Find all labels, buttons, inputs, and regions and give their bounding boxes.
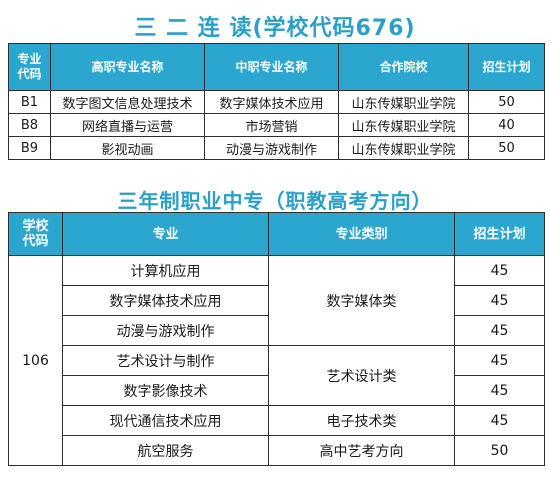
header-school-code: 学校 代码 <box>8 212 63 256</box>
header-enrollment-plan: 招生计划 <box>454 212 545 256</box>
table-header-row: 学校 代码 专业 专业类别 招生计划 <box>8 212 545 256</box>
table-row: 数字媒体技术应用 45 <box>9 285 545 316</box>
header-major: 专业 <box>62 212 269 256</box>
three-year-program-table: 学校 代码 专业 专业类别 招生计划 106 计算机应用 数字媒体类 45 数字… <box>8 212 545 466</box>
table-row: B9 影视动画 动漫与游戏制作 山东传媒职业学院 50 <box>8 136 545 160</box>
header-secondary-vocational-major: 中职专业名称 <box>204 43 339 91</box>
table-row: 艺术设计与制作 艺术设计类 45 <box>9 345 545 406</box>
major-code-cell: B9 <box>8 136 51 160</box>
major-cell: 计算机应用 <box>62 255 269 286</box>
table-header-row: 专业 代码 高职专业名称 中职专业名称 合作院校 招生计划 <box>8 43 545 91</box>
major-code-cell: B8 <box>8 113 51 137</box>
table-row: 航空服务 高中艺考方向 50 <box>9 435 545 466</box>
school-code-cell: 106 <box>8 255 63 466</box>
plan-cell: 45 <box>454 405 545 436</box>
partner-college-cell: 山东传媒职业学院 <box>338 113 469 137</box>
header-major-code: 专业 代码 <box>8 43 51 91</box>
category-cell: 高中艺考方向 <box>268 435 455 466</box>
category-cell: 数字媒体类 <box>268 255 455 346</box>
plan-cell: 40 <box>468 113 545 137</box>
secondary-major-cell: 数字媒体技术应用 <box>204 90 339 114</box>
plan-cell: 45 <box>454 255 545 286</box>
plan-cell: 50 <box>468 90 545 114</box>
partner-college-cell: 山东传媒职业学院 <box>338 136 469 160</box>
header-partner-college: 合作院校 <box>338 43 469 91</box>
header-higher-vocational-major: 高职专业名称 <box>50 43 205 91</box>
major-cell: 航空服务 <box>62 435 269 466</box>
higher-major-cell: 网络直播与运营 <box>50 113 205 137</box>
higher-major-cell: 影视动画 <box>50 136 205 160</box>
joint-program-table: 专业 代码 高职专业名称 中职专业名称 合作院校 招生计划 B1 数字图文信息处… <box>8 43 545 160</box>
header-enrollment-plan: 招生计划 <box>468 43 545 91</box>
plan-cell: 45 <box>454 315 545 346</box>
major-cell: 数字媒体技术应用 <box>62 285 269 316</box>
partner-college-cell: 山东传媒职业学院 <box>338 90 469 114</box>
major-cell: 艺术设计与制作 <box>62 345 269 376</box>
secondary-major-cell: 动漫与游戏制作 <box>204 136 339 160</box>
section1-title: 三 二 连 读(学校代码676) <box>134 16 416 41</box>
major-cell: 数字影像技术 <box>62 375 269 406</box>
major-cell: 现代通信技术应用 <box>62 405 269 436</box>
section2-title: 三年制职业中专（职教高考方向） <box>117 189 433 213</box>
header-major-category: 专业类别 <box>268 212 455 256</box>
category-cell: 艺术设计类 <box>268 345 455 406</box>
table-row: 现代通信技术应用 电子技术类 45 <box>9 405 545 436</box>
table-row: 106 计算机应用 数字媒体类 45 <box>8 255 545 466</box>
major-code-cell: B1 <box>8 90 51 114</box>
table-row: B1 数字图文信息处理技术 数字媒体技术应用 山东传媒职业学院 50 <box>8 90 545 114</box>
secondary-major-cell: 市场营销 <box>204 113 339 137</box>
category-cell: 电子技术类 <box>268 405 455 436</box>
higher-major-cell: 数字图文信息处理技术 <box>50 90 205 114</box>
table-row: 数字影像技术 45 <box>9 375 545 406</box>
plan-cell: 45 <box>454 345 545 376</box>
major-cell: 动漫与游戏制作 <box>62 315 269 346</box>
plan-cell: 50 <box>468 136 545 160</box>
table-row: B8 网络直播与运营 市场营销 山东传媒职业学院 40 <box>8 113 545 137</box>
plan-cell: 50 <box>454 435 545 466</box>
plan-cell: 45 <box>454 375 545 406</box>
plan-cell: 45 <box>454 285 545 316</box>
